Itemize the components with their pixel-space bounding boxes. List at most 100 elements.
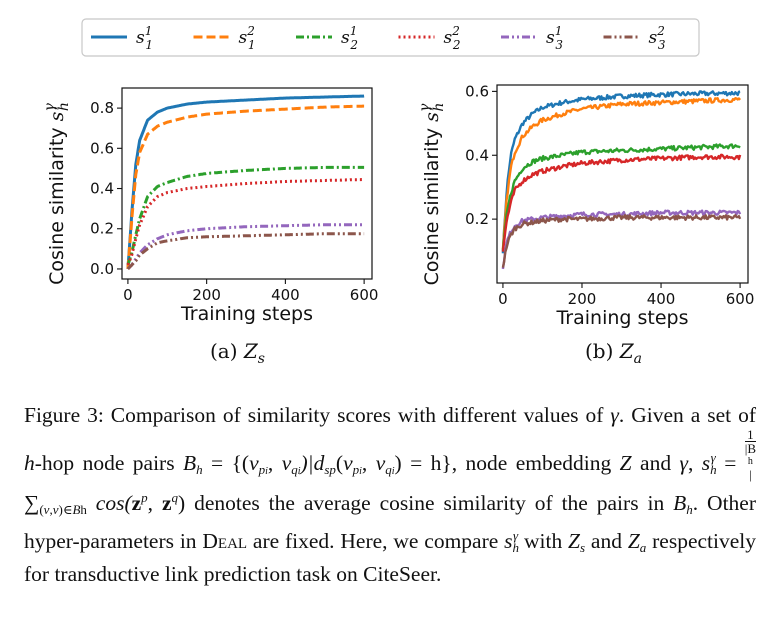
caption-math: γ [710,450,716,465]
panel-caption: (a) Zs [210,339,265,367]
series-line-s_1-1 [126,94,365,270]
caption-text: ) = h}, node embedding [394,451,620,475]
caption-text: are fixed. Here, we compare [247,529,505,553]
caption-text: . Given a set of [618,403,756,427]
legend-sub: 2 [349,38,358,52]
caption-math: = {( [202,451,250,475]
y-axis-label-text: Cosine similarity [46,121,68,285]
series-line-s_2-2 [501,153,742,252]
caption-text: ) denotes the average cosine similarity … [178,491,674,515]
y-axis-label-sub: h [431,103,447,112]
legend-sub: 1 [248,38,256,52]
legend-sup: 1 [350,24,358,38]
x-tick-label: 0 [123,286,133,304]
y-axis-label-sub: h [56,102,72,111]
series-group [126,94,365,270]
series-line-s_3-2 [126,232,365,270]
caption-fraction: 1 |B h | [744,427,757,482]
x-tick-label: 200 [568,290,597,308]
x-tick-label: 400 [271,286,300,304]
legend-label-1: s1 1 [136,24,153,52]
caption-math: B [182,451,197,475]
legend-label-6: s2 3 [649,24,666,52]
panel-b: 0 200 400 600 0.2 0.4 0.6 Training steps Cosine … [417,82,754,367]
legend-sup: 1 [145,24,153,38]
legend-sup: 2 [451,24,460,38]
x-tick-label: 0 [498,290,508,308]
series-line-s_1-2 [501,96,742,250]
panel-a: 0 200 400 600 0.0 0.2 0.4 0.6 0.8 Training steps C… [42,87,379,367]
plot-frame [121,87,373,280]
caption-math: z [161,491,172,515]
legend-label-3: s1 2 [341,24,358,52]
caption-math: ∑ [24,491,40,515]
panel-caption-sub: s [258,351,265,367]
legend-sub: 3 [658,38,666,52]
x-axis-label: Training steps [180,303,313,325]
caption-math: |B [744,441,757,456]
legend-sub: 3 [555,38,563,52]
legend-label-2: s2 1 [239,24,256,52]
caption-text: Deal [202,529,248,553]
panel-caption-var: Z [243,339,259,363]
panel-caption: (b) Za [585,339,642,367]
y-tick-label: 0.6 [465,82,489,100]
caption-math: , [267,451,282,475]
y-axis-label: Cosine similarity sγh [417,103,447,286]
x-tick-label: 400 [647,290,676,308]
panel-caption-label: (a) [210,339,244,363]
caption-text: Comparison of similarity scores with dif… [103,403,611,427]
caption-text: -hop node pairs [34,451,183,475]
caption-text: respectively for transductive link predi… [24,529,756,586]
legend-label-5: s1 3 [546,24,563,52]
y-tick-label: 0.4 [465,146,489,164]
caption-text: and [585,529,628,553]
caption-math: q [171,490,179,505]
x-tick-label: 200 [192,286,221,304]
series-line-s_3-1 [126,223,365,270]
caption-math: γ [679,451,688,475]
y-axis-label: Cosine similarity sγh [42,102,72,285]
caption-label: Figure 3: [24,403,104,427]
caption-math: h [24,451,35,475]
legend-sup: 2 [246,24,255,38]
plot-frame [496,84,749,284]
series-line-s_2-2 [126,178,365,266]
caption-math: cos( [86,491,132,515]
legend-box [81,18,700,57]
figure-caption: Figure 3: Comparison of similarity score… [24,403,757,586]
legend-sub: 2 [452,38,461,52]
panel-caption-var: Z [619,339,635,363]
caption-text: with [518,529,569,553]
caption-math: Z [619,451,632,475]
y-axis-label-text: Cosine similarity [421,122,443,286]
series-group [501,90,742,270]
y-tick-label: 0.4 [90,180,114,198]
y-axis-label-sup: γ [42,103,58,112]
legend-sub: 1 [145,38,153,52]
series-line-s_3-2 [501,214,742,268]
y-axis-label-sym: s [421,112,443,122]
legend: s1 1 s2 1 s1 2 s2 2 s1 3 s2 3 [81,18,700,57]
panel-caption-sub: a [634,351,642,367]
y-tick-label: 0.0 [90,260,114,278]
figure: s1 1 s2 1 s1 2 s2 2 s1 3 s2 3 0 200 400 6000.00.20.40.… [42,18,754,367]
caption-math: v [249,451,259,475]
caption-math: sp [324,462,336,477]
y-tick-label: 0.2 [90,220,114,238]
panel-caption-label: (b) [585,339,620,363]
caption-text: . Other hyper-parameters in [24,491,757,553]
legend-sup: 1 [555,24,563,38]
caption-math: 1 [744,428,757,442]
caption-math: γ [610,403,619,427]
caption-math: p [141,490,148,505]
series-line-s_2-1 [501,143,741,251]
x-axis-label: Training steps [555,307,688,329]
x-tick-label: 600 [350,286,379,304]
caption-math: h [196,462,203,477]
y-tick-label: 0.2 [465,210,489,228]
y-axis-label-sup: γ [417,103,433,112]
series-line-s_1-1 [501,90,741,254]
caption-math: v [281,451,292,475]
series-line-s_2-1 [126,165,365,266]
